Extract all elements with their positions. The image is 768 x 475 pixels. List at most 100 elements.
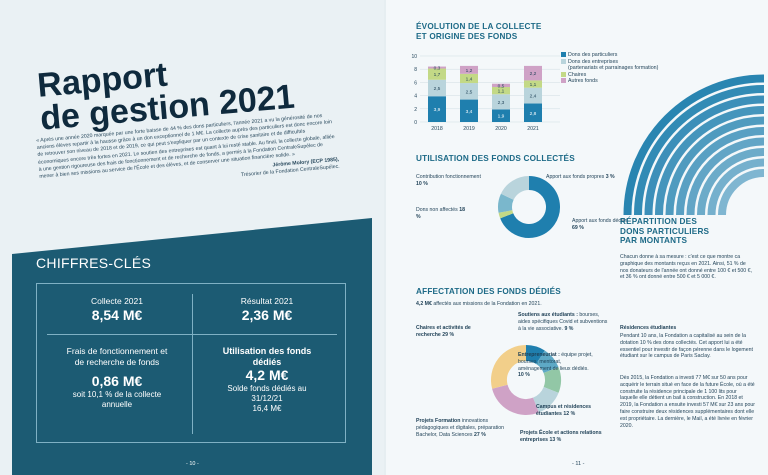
y-tick-label: 4 — [414, 94, 417, 100]
x-tick-label: 2018 — [431, 126, 443, 132]
kpi-label: Collecte 2021 — [91, 296, 143, 306]
label-dedies: Apport aux fonds dédiés 69 % — [572, 218, 632, 232]
bar-value-label: 1,9 — [498, 114, 505, 120]
bar-value-label: 1,4 — [466, 76, 473, 82]
title-line: PAR MONTANTS — [620, 236, 688, 245]
repartition-text: Chacun donne à sa mesure : c'est ce que … — [620, 254, 752, 281]
bar-segment — [460, 65, 478, 74]
bar-legend: Dons des particuliers Dons des entrepris… — [561, 52, 671, 85]
arc-band — [623, 74, 764, 215]
bar-segment — [460, 83, 478, 100]
repartition-arcs-graphic — [623, 74, 764, 215]
bar-segment — [428, 96, 446, 122]
label-title: Entrepreneuriat : — [518, 352, 560, 358]
arc-band — [655, 106, 764, 215]
label-chaires: Chaires et activités de recherche 29 % — [416, 325, 482, 339]
y-tick-label: 0 — [414, 120, 417, 126]
kpi-resultat: Résultat 2021 2,36 M€ — [197, 296, 337, 324]
residences-paragraph-2: Dès 2015, la Fondation a investi 77 M€ s… — [620, 375, 755, 429]
kpi-label: Utilisation des fonds dédiés — [222, 346, 312, 367]
donut-slice — [491, 345, 527, 389]
repartition-title: RÉPARTITION DES DONS PARTICULIERS PAR MO… — [620, 217, 709, 246]
affectation-intro: 4,2 M€ affectés aux missions de la Fonda… — [416, 301, 626, 308]
legend-swatch — [561, 71, 566, 77]
bar-value-label: 0,5 — [498, 83, 505, 89]
label-text: Dons non affectés — [416, 207, 458, 213]
label-pct: 18 % — [416, 207, 465, 220]
divider — [192, 294, 193, 434]
label-text: Contribution fonctionnement — [416, 174, 481, 180]
donut-slice — [532, 386, 559, 413]
kpi-label: Frais de fonctionnement et de recherche … — [66, 346, 168, 367]
page-number: - 11 - — [572, 461, 585, 467]
bar-value-label: 2,5 — [434, 86, 441, 92]
divider — [47, 334, 337, 335]
x-tick-label: 2020 — [495, 126, 507, 132]
bar-value-label: 0,3 — [434, 66, 441, 72]
label-pct: 10 % — [518, 372, 530, 379]
legend-item: Dons des entreprises — [561, 58, 671, 66]
legend-swatch — [561, 58, 566, 64]
evolution-title: ÉVOLUTION DE LA COLLECTE ET ORIGINE DES … — [416, 22, 542, 41]
label-pct: 69 % — [572, 224, 584, 231]
kpi-value: 2,36 M€ — [241, 306, 293, 323]
kpi-sub: Solde fonds dédiés au 31/12/21 — [227, 384, 307, 403]
legend-item: Dons des particuliers — [561, 52, 671, 59]
y-tick-label: 8 — [414, 67, 417, 73]
donut-slice — [543, 367, 561, 393]
bar-value-label: 1,1 — [498, 89, 505, 95]
arc-band — [686, 137, 764, 215]
bar-segment — [492, 94, 510, 110]
bar-value-label: 1,2 — [466, 68, 473, 74]
bar-value-label: 2,4 — [530, 94, 537, 100]
key-figures-title: CHIFFRES-CLÉS — [36, 255, 152, 271]
utilisation-title: UTILISATION DES FONDS COLLECTÉS — [416, 154, 575, 163]
kpi-box: Collecte 2021 8,54 M€ Résultat 2021 2,36… — [36, 283, 346, 443]
label-pct: 13 % — [549, 436, 562, 443]
label-soutiens: Soutiens aux étudiants : bourses, aides … — [518, 312, 610, 332]
kpi-frais: Frais de fonctionnement et de recherche … — [62, 346, 172, 410]
donut-slice — [500, 176, 530, 201]
y-tick-label: 2 — [414, 107, 417, 113]
label-propres: Apport aux fonds propres 3 % — [546, 174, 646, 181]
bar-segment — [460, 73, 478, 84]
donut-slice — [500, 176, 560, 238]
title-line: ET ORIGINE DES FONDS — [416, 31, 518, 41]
label-title: Projets École et actions relations entre… — [520, 430, 602, 443]
kpi-sub-2: 16,4 M€ — [252, 404, 282, 413]
residences-title: Résidences étudiantes — [620, 325, 677, 331]
bar-segment — [428, 66, 446, 69]
kpi-utilisation: Utilisation des fonds dédiés 4,2 M€ Sold… — [212, 346, 322, 414]
label-contribution: Contribution fonctionnement 10 % — [416, 174, 488, 188]
bar-segment — [524, 103, 542, 122]
label-pct: 9 % — [564, 325, 574, 332]
kpi-label: Résultat 2021 — [240, 296, 294, 306]
legend-swatch — [561, 78, 566, 83]
label-text: Apport aux fonds dédiés — [572, 218, 628, 224]
label-pct: 10 % — [416, 180, 428, 187]
title-line: RÉPARTITION DES — [620, 217, 697, 226]
bar-segment — [492, 87, 510, 95]
label-pct: 29 % — [442, 331, 455, 338]
bar-segment — [428, 79, 446, 97]
legend-label: Autres fonds — [568, 78, 598, 84]
right-page: ÉVOLUTION DE LA COLLECTE ET ORIGINE DES … — [386, 0, 768, 475]
arc-band — [665, 116, 764, 215]
left-page: Rapport de gestion 2021 « Après une anné… — [12, 55, 372, 475]
page-number: - 10 - — [186, 461, 199, 467]
bar-segment — [524, 87, 542, 104]
title-line: DONS PARTICULIERS — [620, 226, 710, 236]
y-tick-label: 10 — [411, 54, 417, 60]
label-title: Soutiens aux étudiants : — [518, 312, 578, 318]
kpi-value: 8,54 M€ — [91, 306, 143, 323]
title-line: ÉVOLUTION DE LA COLLECTE — [416, 22, 542, 31]
bar-value-label: 1,7 — [434, 72, 441, 78]
label-entrepreneuriat: Entrepreneuriat : équipe projet, bourses… — [518, 352, 593, 379]
legend-item: Chaires — [561, 71, 671, 79]
label-campus: Campus et résidences étudiantes 12 % — [536, 404, 616, 418]
label-title: Campus et résidences étudiantes — [536, 404, 592, 417]
y-tick-label: 6 — [414, 80, 417, 86]
legend-swatch — [561, 52, 566, 57]
bar-value-label: 2,3 — [498, 100, 505, 106]
label-title: Chaires et activités de recherche — [416, 325, 471, 338]
